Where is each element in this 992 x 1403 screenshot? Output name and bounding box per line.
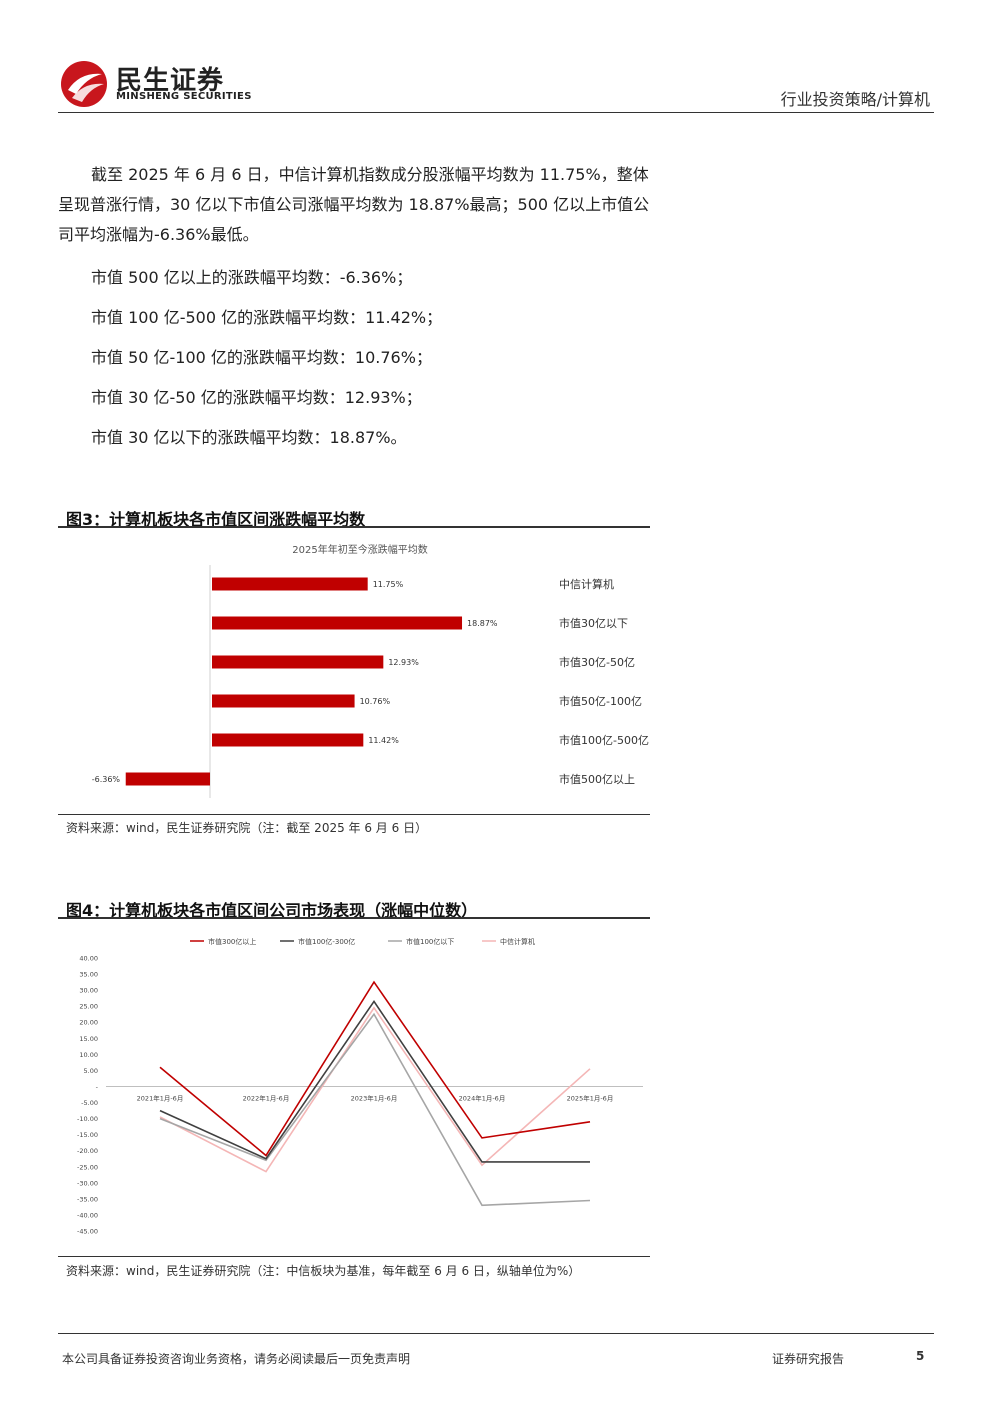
- figure3-title: 图3：计算机板块各市值区间涨跌幅平均数: [66, 510, 366, 529]
- figure4-source: 资料来源：wind，民生证券研究院（注：中信板块为基准，每年截至 6 月 6 日…: [66, 1264, 581, 1278]
- list-item: 市值 100 亿-500 亿的涨跌幅平均数：11.42%；: [91, 308, 443, 327]
- line-chart: 市值300亿以上 市值100亿-300亿 市值100亿以下 中信计算机 40.00 35.…: [77, 937, 643, 1236]
- y-tick-label: -25.00: [77, 1163, 98, 1171]
- legend-label: 市值300亿以上: [208, 937, 256, 946]
- bar-value-label: 11.75%: [373, 580, 404, 589]
- bar: [212, 733, 364, 747]
- y-tick-label: 25.00: [79, 1003, 98, 1011]
- y-tick-label: 10.00: [79, 1051, 98, 1059]
- y-tick-label: -20.00: [77, 1147, 98, 1155]
- list-item: 市值 500 亿以上的涨跌幅平均数：-6.36%；: [91, 268, 413, 287]
- figure4-top-rule: [58, 917, 650, 919]
- category-label: 市值30亿以下: [559, 616, 628, 630]
- legend-label: 中信计算机: [500, 937, 535, 946]
- series-line: [159, 1006, 591, 1173]
- logo-chinese: 民生证券: [116, 66, 225, 96]
- y-tick-label: 5.00: [84, 1067, 98, 1075]
- bar: [212, 694, 355, 708]
- series-line: [159, 999, 590, 1163]
- category-label: 市值30亿-50亿: [559, 655, 635, 669]
- category-label: 市值100亿-500亿: [559, 733, 649, 747]
- y-tick-label: 35.00: [79, 971, 98, 979]
- series-line: [159, 980, 591, 1157]
- y-tick-label: -40.00: [77, 1211, 98, 1219]
- footer-report-type: 证券研究报告: [772, 1352, 845, 1366]
- figure3-top-rule: [58, 526, 650, 528]
- chart3-title: 2025年年初至今涨跌幅平均数: [292, 545, 428, 556]
- y-tick-label: -5.00: [81, 1099, 98, 1107]
- y-tick-label: -15.00: [77, 1131, 98, 1139]
- x-tick-label: 2024年1月-6月: [459, 1093, 506, 1102]
- header-divider: [58, 112, 934, 113]
- legend-label: 市值100亿-300亿: [298, 937, 355, 946]
- list-item: 市值 30 亿-50 亿的涨跌幅平均数：12.93%；: [91, 388, 422, 407]
- category-label: 市值500亿以上: [559, 772, 635, 786]
- list-item: 市值 30 亿以下的涨跌幅平均数：18.87%。: [91, 428, 407, 447]
- footer-disclaimer: 本公司具备证券投资咨询业务资格，请务必阅读最后一页免责声明: [62, 1352, 411, 1366]
- figure4-title: 图4：计算机板块各市值区间公司市场表现（涨幅中位数）: [66, 901, 478, 920]
- bar-value-label: -6.36%: [92, 775, 121, 784]
- bar-value-label: 18.87%: [467, 619, 498, 628]
- legend-label: 市值100亿以下: [406, 937, 454, 946]
- y-tick-label: 20.00: [79, 1019, 98, 1027]
- list-item: 市值 50 亿-100 亿的涨跌幅平均数：10.76%；: [91, 348, 432, 367]
- minsheng-logo-icon: [61, 61, 107, 107]
- bar-value-label: 12.93%: [388, 658, 419, 667]
- x-tick-label: 2021年1月-6月: [137, 1093, 184, 1102]
- bar: [212, 616, 463, 630]
- logo-english: MINSHENG SECURITIES: [116, 91, 252, 102]
- y-tick-label: 15.00: [79, 1035, 98, 1043]
- series-line: [159, 1012, 591, 1207]
- x-tick-label: 2023年1月-6月: [351, 1093, 398, 1102]
- x-tick-label: 2025年1月-6月: [567, 1093, 614, 1102]
- bar: [212, 577, 368, 591]
- y-tick-label: 30.00: [79, 987, 98, 995]
- y-tick-label: -: [96, 1083, 99, 1091]
- bar: [212, 655, 384, 669]
- x-tick-label: 2022年1月-6月: [243, 1093, 290, 1102]
- figure4-bottom-rule: [58, 1256, 650, 1257]
- y-tick-label: -10.00: [77, 1115, 98, 1123]
- bar-value-label: 10.76%: [360, 697, 391, 706]
- y-tick-label: -30.00: [77, 1179, 98, 1187]
- bar: [125, 772, 210, 786]
- page-number: 5: [916, 1349, 925, 1363]
- category-label: 中信计算机: [559, 577, 614, 591]
- bar-chart: 11.75% 中信计算机 18.87% 市值30亿以下 12.93% 市值30亿-50亿 1…: [92, 565, 649, 798]
- footer-divider: [58, 1333, 934, 1334]
- category-label: 市值50亿-100亿: [559, 694, 642, 708]
- y-tick-label: 40.00: [79, 955, 98, 963]
- figure3-bottom-rule: [58, 814, 650, 815]
- report-category: 行业投资策略/计算机: [780, 90, 930, 109]
- intro-paragraph: 截至 2025 年 6 月 6 日，中信计算机指数成分股涨幅平均数为 11.75…: [58, 165, 650, 244]
- bar-value-label: 11.42%: [368, 736, 399, 745]
- figure3-source: 资料来源：wind，民生证券研究院（注：截至 2025 年 6 月 6 日）: [66, 821, 428, 835]
- y-tick-label: -35.00: [77, 1195, 98, 1203]
- y-tick-label: -45.00: [77, 1228, 98, 1236]
